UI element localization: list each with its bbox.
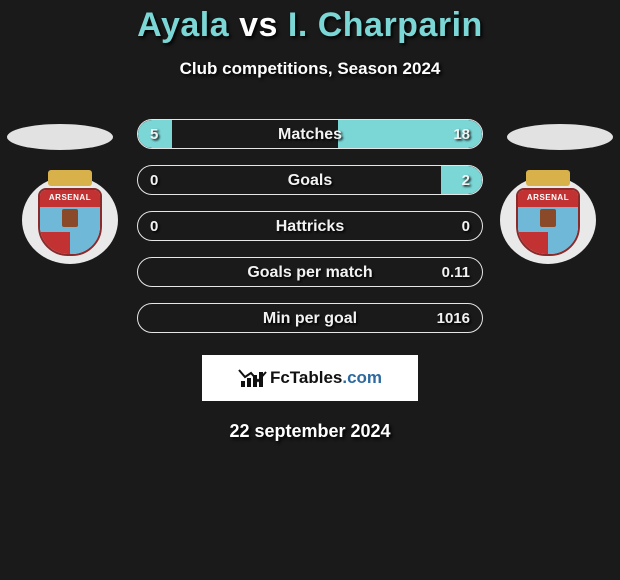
crest-text: ARSENAL F.C.: [40, 190, 100, 207]
player1-club-crest: ARSENAL F.C.: [22, 176, 118, 264]
subtitle: Club competitions, Season 2024: [0, 59, 620, 79]
bar-right-value: 0.11: [442, 258, 470, 286]
crest-text: ARSENAL F.C.: [518, 190, 578, 207]
bar-chart-icon: [238, 367, 268, 389]
snapshot-date: 22 september 2024: [0, 421, 620, 442]
stat-bar-matches: 5 Matches 18: [137, 119, 483, 149]
stat-bar-goals-per-match: Goals per match 0.11: [137, 257, 483, 287]
bar-right-value: 2: [462, 166, 470, 194]
bar-right-value: 0: [462, 212, 470, 240]
bar-label: Matches: [138, 120, 482, 148]
stat-bar-min-per-goal: Min per goal 1016: [137, 303, 483, 333]
player2-club-crest: ARSENAL F.C.: [500, 176, 596, 264]
bar-label: Min per goal: [138, 304, 482, 332]
bar-label: Hattricks: [138, 212, 482, 240]
player1-name: Ayala: [137, 6, 229, 44]
comparison-card: Ayala vs I. Charparin Club competitions,…: [0, 0, 620, 580]
player2-placeholder-icon: [507, 124, 613, 150]
player2-name: I. Charparin: [288, 6, 483, 44]
bar-right-value: 18: [453, 120, 470, 148]
bar-label: Goals per match: [138, 258, 482, 286]
bar-label: Goals: [138, 166, 482, 194]
stat-bars: 5 Matches 18 0 Goals 2 0 Hattricks 0 Goa…: [137, 119, 483, 333]
vs-text: vs: [239, 6, 278, 44]
bar-right-value: 1016: [437, 304, 470, 332]
logo-text: FcTables.com: [270, 368, 382, 388]
player1-placeholder-icon: [7, 124, 113, 150]
page-title: Ayala vs I. Charparin: [0, 6, 620, 45]
source-logo: FcTables.com: [202, 355, 418, 401]
stat-bar-goals: 0 Goals 2: [137, 165, 483, 195]
stat-bar-hattricks: 0 Hattricks 0: [137, 211, 483, 241]
